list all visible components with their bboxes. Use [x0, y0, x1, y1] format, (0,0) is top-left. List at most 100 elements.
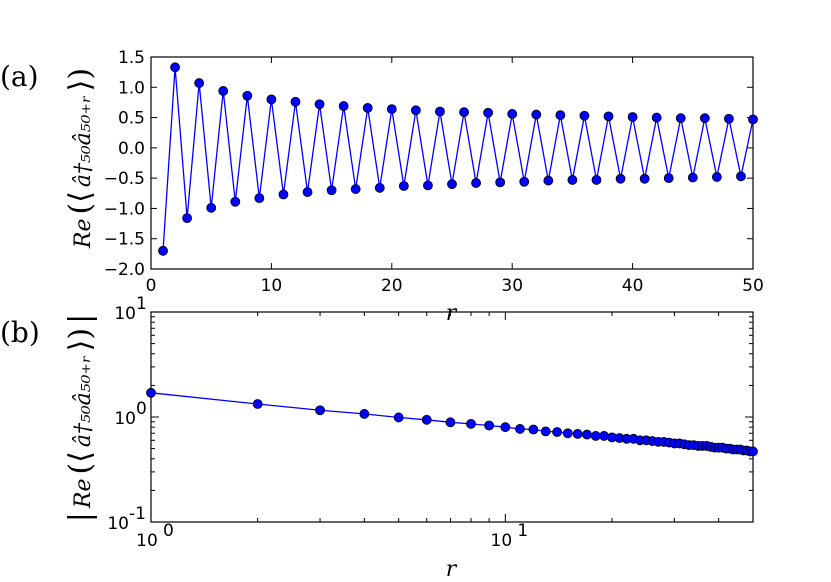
ylabel-b-expr: â†₅₀â₅₀₊ᵣ — [71, 355, 96, 447]
data-point-a — [338, 101, 349, 111]
data-point-b — [466, 418, 476, 429]
y-tick-label-b: 10 — [107, 514, 129, 534]
data-point-b — [445, 417, 456, 428]
data-point-a — [483, 107, 494, 118]
data-point-b — [421, 414, 432, 425]
data-point-b — [146, 387, 156, 398]
panel-a-frame — [150, 56, 754, 270]
panel-a-label: (a) — [0, 60, 39, 93]
data-point-b — [552, 427, 563, 437]
data-point-a — [326, 185, 337, 196]
y-tick-label-a: 0.5 — [118, 109, 145, 129]
panel-a-plot-area: 0 10 20 30 40 50 −2.0 −1.5 −1.0 −0.5 0.0 0.5 1.0 1.5 — [104, 48, 764, 296]
data-point-b — [315, 405, 325, 416]
data-point-a — [675, 113, 686, 124]
data-point-b — [582, 429, 592, 440]
series-line-a — [162, 67, 754, 251]
data-point-b — [252, 399, 263, 409]
y-tick-label-a: −1.5 — [104, 230, 145, 250]
data-point-a — [254, 193, 265, 204]
data-point-a — [639, 173, 650, 184]
y-tick-label-b: 10 — [114, 304, 136, 324]
y-tick-label-a: −0.5 — [104, 169, 145, 189]
data-point-a — [615, 173, 626, 184]
panel-a-x-axis-label: r — [446, 301, 458, 326]
x-tick-label-b: 10 — [136, 531, 158, 551]
data-point-a — [447, 179, 457, 190]
data-point-a — [543, 175, 554, 186]
x-tick-label-b-exp: 0 — [163, 521, 174, 541]
data-point-a — [410, 105, 421, 116]
data-point-a — [182, 213, 193, 224]
data-point-b — [540, 426, 551, 437]
x-tick-label-a: 0 — [146, 276, 157, 296]
data-point-b — [515, 424, 525, 434]
data-point-a — [507, 109, 518, 119]
y-tick-label-b-exp: -1 — [129, 504, 146, 524]
data-point-a — [724, 113, 734, 124]
panel-b-plot-area: 10 0 10 110 -110 010 1 — [107, 294, 758, 551]
ylabel-a-expr: â†₅₀â₅₀₊ᵣ — [71, 95, 96, 187]
x-tick-label-b-exp: 1 — [517, 521, 528, 541]
panel-b-y-axis-label: | Re (⟨ â†₅₀â₅₀₊ᵣ ⟩) | — [63, 314, 98, 522]
y-tick-label-b-exp: 1 — [136, 294, 147, 314]
data-point-a — [302, 187, 313, 197]
data-point-b — [748, 446, 758, 457]
data-point-b — [590, 431, 601, 441]
data-point-a — [519, 176, 530, 187]
y-tick-label-a: 0.0 — [118, 139, 145, 159]
y-tick-label-a: −1.0 — [104, 199, 145, 219]
y-tick-label-a: 1.5 — [118, 48, 145, 68]
data-point-a — [423, 180, 433, 191]
data-point-a — [290, 96, 301, 107]
data-point-b — [572, 429, 583, 439]
data-point-a — [579, 110, 590, 121]
data-point-a — [218, 86, 229, 96]
data-point-a — [435, 106, 445, 117]
data-point-a — [736, 171, 746, 182]
data-point-a — [170, 62, 180, 73]
data-point-a — [278, 189, 289, 200]
data-point-a — [459, 107, 469, 118]
data-point-b — [562, 428, 573, 439]
x-tick-label-a: 30 — [501, 276, 523, 296]
ylabel-a-prefix: Re — [71, 219, 96, 250]
data-point-a — [711, 172, 722, 182]
y-tick-label-b: 10 — [114, 409, 136, 429]
data-point-a — [266, 94, 277, 105]
panel-b: (b) | Re (⟨ â†₅₀â₅₀₊ᵣ ⟩) | 10 0 10 110 -110 0… — [0, 294, 758, 582]
ylabel-b-open: (⟨ — [63, 451, 98, 474]
data-point-a — [350, 184, 361, 194]
ylabel-b-close: ⟩) — [63, 328, 98, 351]
data-point-a — [158, 245, 168, 256]
data-point-a — [495, 177, 506, 188]
x-tick-label-a: 20 — [381, 276, 403, 296]
data-point-b — [599, 431, 610, 441]
panel-b-x-axis-label: r — [446, 557, 458, 582]
ylabel-a-open: (⟨ — [63, 191, 98, 214]
data-point-b — [528, 424, 539, 435]
y-tick-label-a: 1.0 — [118, 78, 145, 98]
panel-b-label: (b) — [0, 316, 40, 349]
x-tick-label-b: 10 — [491, 531, 513, 551]
data-point-a — [748, 114, 758, 125]
data-point-b — [359, 409, 370, 419]
svg-text:| Re (⟨: | Re (⟨ â†₅₀â₅₀₊ᵣ ⟩) | — [63, 314, 98, 522]
data-point-a — [699, 113, 710, 124]
panel-a: (a) Re (⟨ â†₅₀â₅₀₊ᵣ ⟩) 0 10 20 30 40 50 −2.0 −1… — [0, 48, 764, 326]
data-point-a — [555, 110, 566, 121]
data-point-a — [398, 181, 409, 191]
data-point-a — [194, 78, 205, 88]
ylabel-b-abs-right: | — [63, 314, 98, 324]
data-point-b — [484, 420, 495, 431]
svg-text:Re (⟨ â†₅₀â₅₀₊: Re (⟨ â†₅₀â₅₀₊ᵣ ⟩) — [63, 68, 98, 249]
data-point-a — [230, 196, 241, 207]
ylabel-a-close: ⟩) — [63, 68, 98, 91]
data-point-a — [663, 173, 674, 184]
data-point-a — [567, 175, 578, 185]
y-tick-label-a: −2.0 — [104, 260, 145, 280]
x-tick-label-a: 10 — [261, 276, 283, 296]
data-point-a — [651, 112, 662, 123]
panel-a-y-axis-label: Re (⟨ â†₅₀â₅₀₊ᵣ ⟩) — [63, 68, 98, 249]
